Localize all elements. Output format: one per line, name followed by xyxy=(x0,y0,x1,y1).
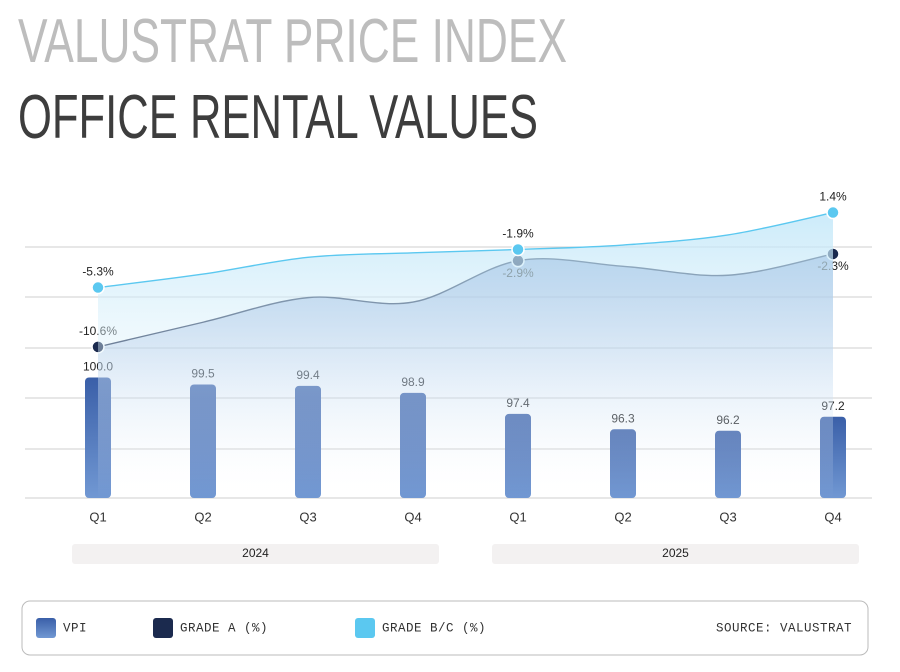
x-tick-label: Q2 xyxy=(194,509,211,524)
group-label: 2025 xyxy=(662,546,689,560)
legend-swatch xyxy=(355,618,375,638)
legend-box xyxy=(21,600,869,656)
x-tick-label: Q4 xyxy=(824,509,841,524)
line xyxy=(97,211,834,289)
x-tick-label: Q1 xyxy=(509,509,526,524)
data-label: -1.9% xyxy=(502,227,534,241)
x-tick-label: Q2 xyxy=(614,509,631,524)
x-tick-label: Q3 xyxy=(299,509,316,524)
legend-label: GRADE B/C (%) xyxy=(382,621,486,635)
source: SOURCE: VALUSTRAT xyxy=(716,621,852,635)
chart-title: VALUSTRAT PRICE INDEX xyxy=(18,7,567,76)
legend-label: GRADE A (%) xyxy=(180,621,268,635)
chart-subtitle: OFFICE RENTAL VALUES xyxy=(18,83,538,152)
group-box xyxy=(492,544,859,564)
data-label: -5.3% xyxy=(82,265,114,279)
group-label: 2024 xyxy=(242,546,269,560)
point xyxy=(511,242,525,257)
x-tick-label: Q3 xyxy=(719,509,736,524)
legend-label: VPI xyxy=(63,621,87,635)
x-tick-label: Q1 xyxy=(89,509,106,524)
line-area xyxy=(98,212,833,498)
legend-swatch xyxy=(36,618,56,638)
data-label: 1.4% xyxy=(819,190,847,204)
point xyxy=(91,280,105,295)
legend-swatch xyxy=(153,618,173,638)
x-tick-label: Q4 xyxy=(404,509,421,524)
point xyxy=(826,205,840,220)
group-box xyxy=(72,544,439,564)
